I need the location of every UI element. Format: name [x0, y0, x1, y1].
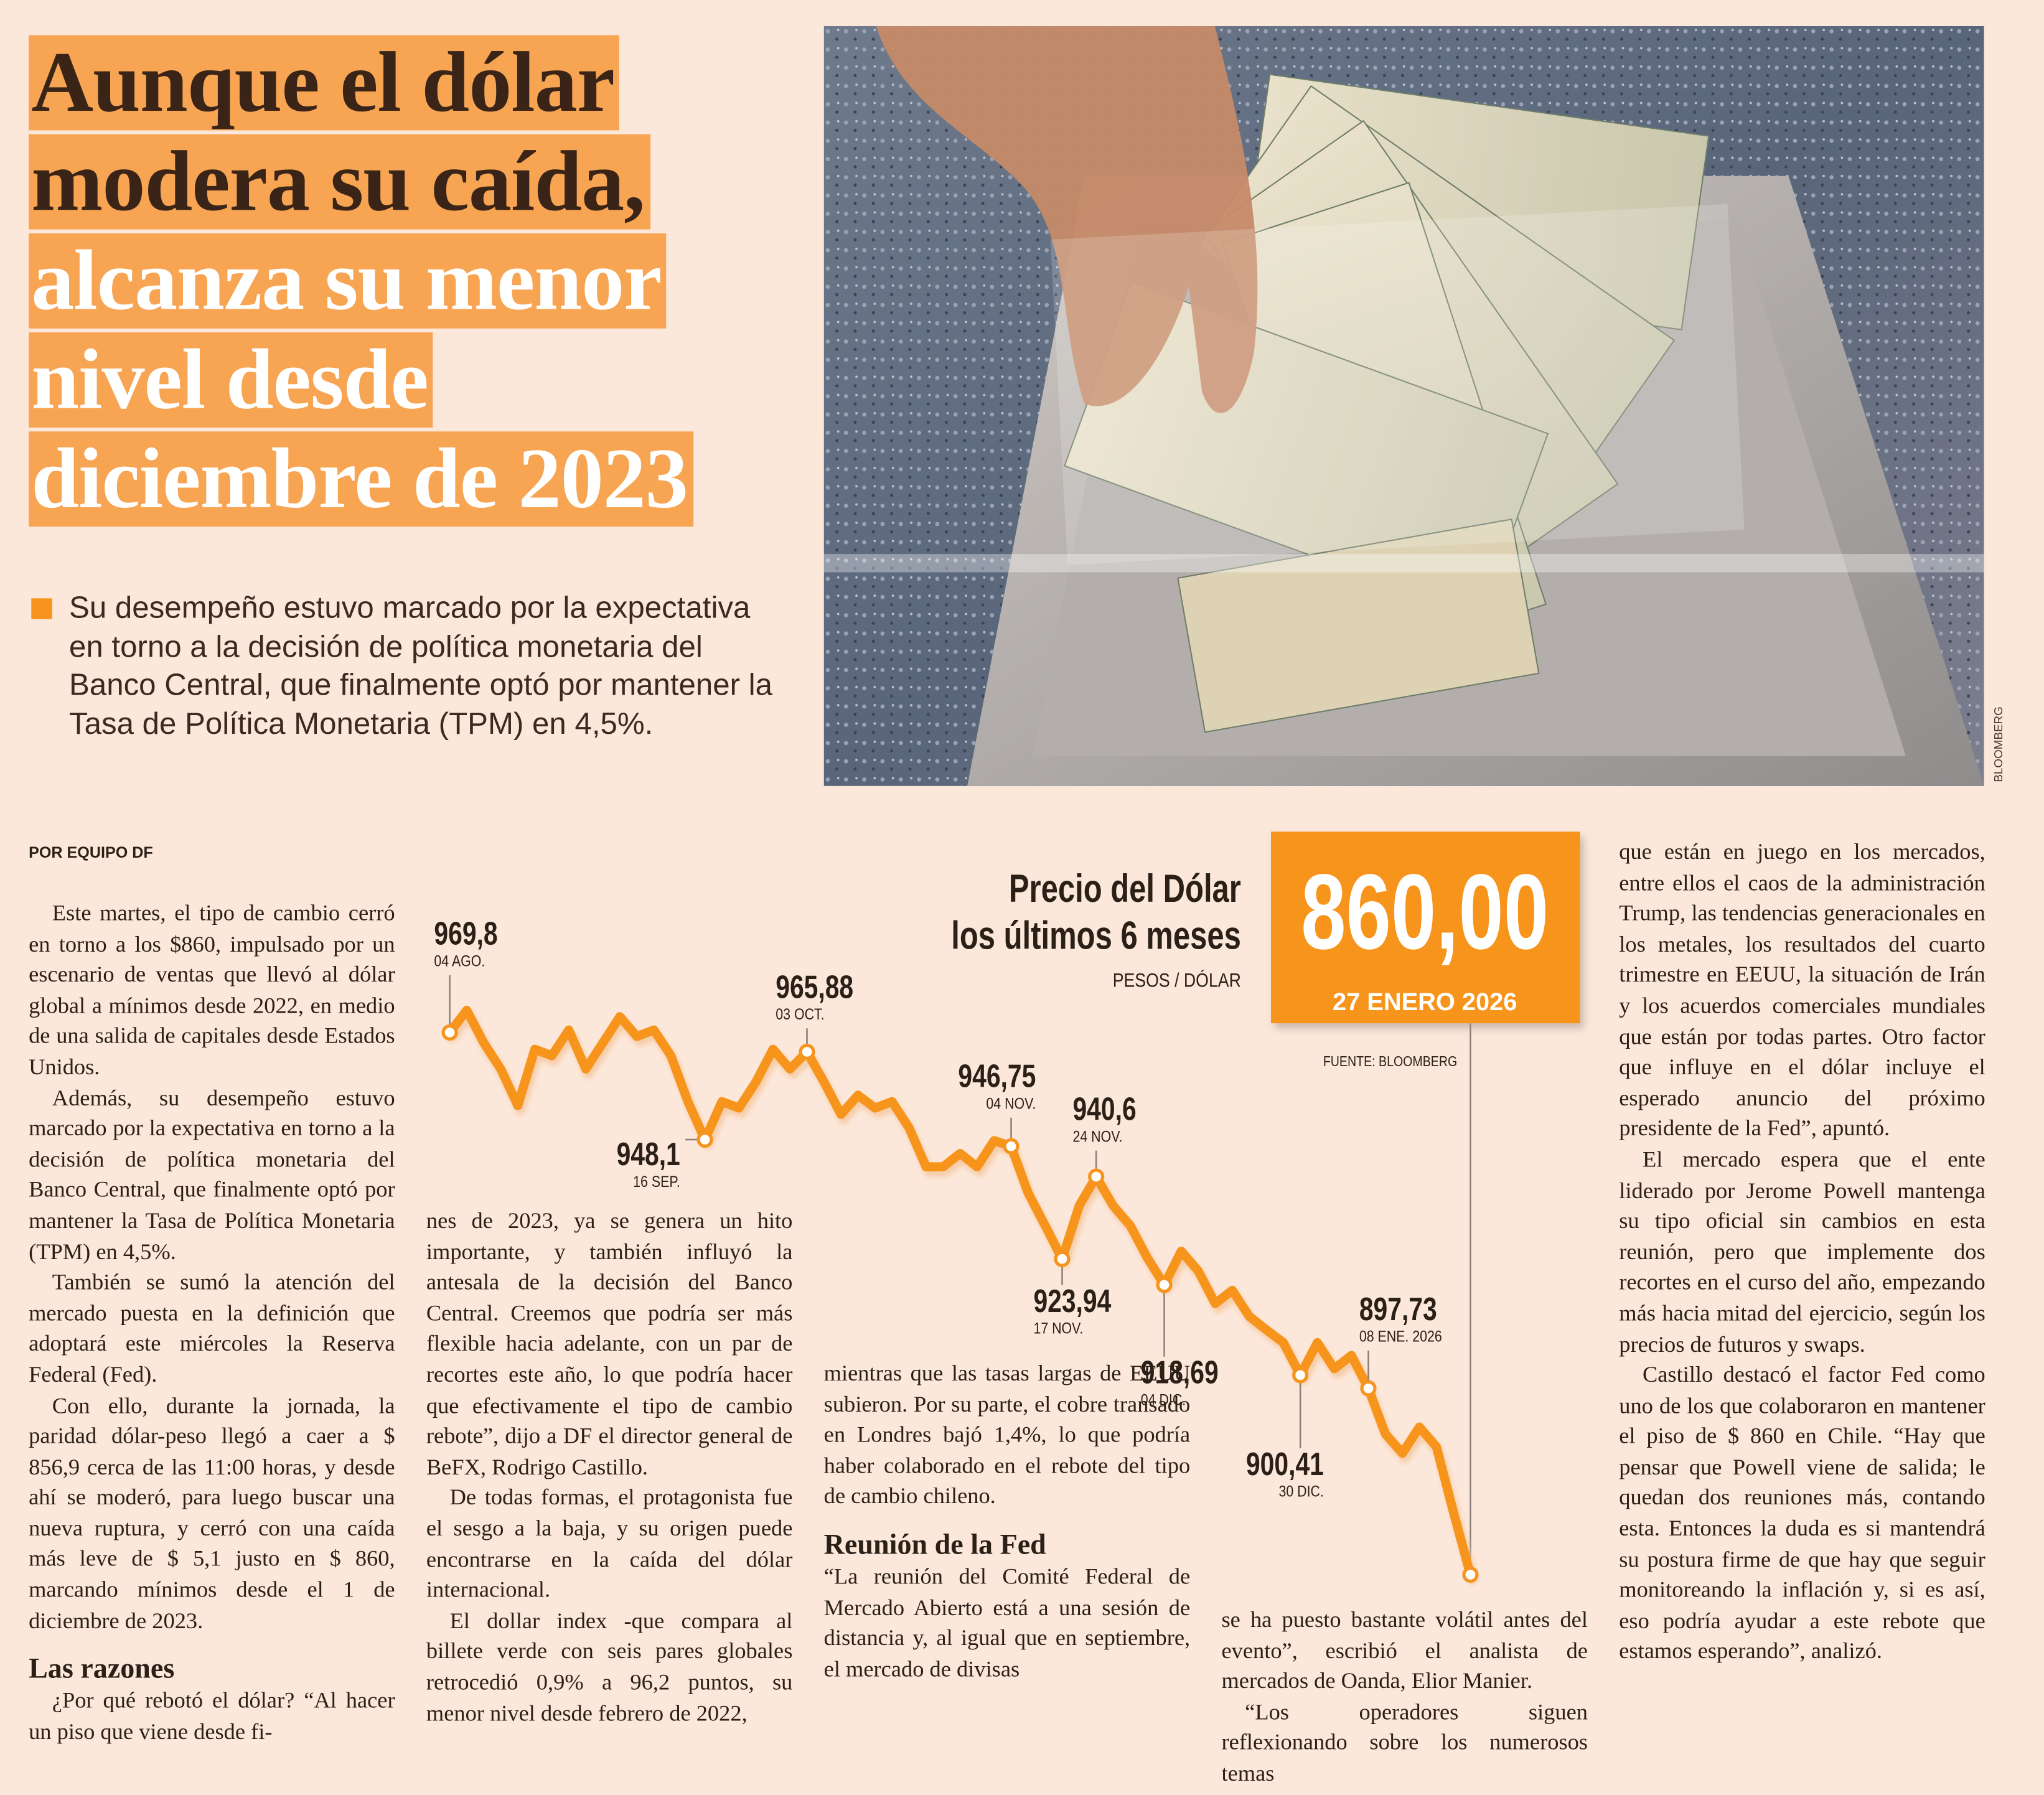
highlight-value: 860,00 — [1301, 853, 1549, 972]
date-label: 04 AGO. — [434, 952, 485, 970]
paragraph: que están en juego en los mercados, entr… — [1619, 838, 1985, 1141]
bills — [1063, 73, 1710, 733]
value-label: 940,6 — [1072, 1090, 1136, 1127]
value-label: 923,94 — [1033, 1282, 1111, 1319]
date-label: 08 ENE. 2026 — [1359, 1328, 1442, 1345]
headline-line: modera su caída, — [29, 134, 811, 235]
paragraph: Castillo destacó el factor Fed como uno … — [1619, 1361, 1985, 1664]
paragraph: Este martes, el tipo de cambio cerró en … — [29, 899, 395, 1080]
point-marker — [1003, 1138, 1020, 1155]
text-column: que están en juego en los mercados, entr… — [1619, 837, 1985, 1667]
headline: Aunque el dólar modera su caída, alcanza… — [29, 35, 811, 532]
deck: Su desempeño estuvo marcado por la expec… — [69, 590, 772, 741]
bill — [1177, 518, 1540, 733]
text-column: Este martes, el tipo de cambio cerró en … — [29, 898, 395, 1747]
paragraph: ¿Por qué rebotó el dólar? “Al hacer un p… — [29, 1687, 395, 1744]
glass-edge — [823, 554, 1984, 573]
paragraph: nes de 2023, ya se genera un hito import… — [426, 1207, 793, 1479]
value-label: 948,1 — [617, 1135, 680, 1172]
date-label: 16 SEP. — [633, 1173, 680, 1190]
paragraph: “La reunión del Comité Federal de Mercad… — [823, 1563, 1191, 1682]
text-column: nes de 2023, ya se genera un hito import… — [426, 1206, 793, 1728]
point-marker — [1462, 1566, 1479, 1583]
date-label: 24 NOV. — [1072, 1128, 1122, 1145]
highlight-box — [1271, 832, 1580, 1024]
paragraph: mientras que las tasas largas de EEUU su… — [823, 1359, 1191, 1509]
subhead: Las razones — [29, 1652, 175, 1685]
headline-text: alcanza su menor — [29, 233, 667, 329]
hand — [876, 26, 1258, 413]
point-marker — [441, 1024, 458, 1041]
photo-credit: BLOOMBERG — [1992, 706, 2005, 782]
headline-line: Aunque el dólar — [29, 35, 811, 136]
subhead: Reunión de la Fed — [823, 1527, 1046, 1560]
headline-text: modera su caída, — [29, 134, 650, 230]
paragraph: Además, su desempeño estuvo marcado por … — [29, 1084, 395, 1264]
value-label: 969,8 — [434, 915, 497, 952]
headline-text: diciembre de 2023 — [29, 431, 693, 527]
headline-line: nivel desde — [29, 332, 811, 433]
byline: POR EQUIPO DF — [29, 843, 153, 862]
chart-title: los últimos 6 meses — [951, 914, 1241, 957]
headline-line: diciembre de 2023 — [29, 431, 811, 532]
paragraph: De todas formas, el protagonista fue el … — [426, 1484, 793, 1603]
date-label: 17 NOV. — [1033, 1319, 1083, 1337]
headline-text: nivel desde — [29, 332, 434, 428]
paragraph: El mercado espera que el ente liderado p… — [1619, 1145, 1985, 1357]
point-marker — [799, 1043, 815, 1061]
headline-text: Aunque el dólar — [29, 35, 620, 131]
text-column: se ha puesto bastante volátil antes del … — [1221, 1605, 1588, 1789]
paragraph: También se sumó la atención del mercado … — [29, 1268, 395, 1387]
text-column: mientras que las tasas largas de EEUU su… — [824, 1358, 1191, 1684]
paragraph: El dollar index -que compara al billete … — [426, 1606, 793, 1725]
point-marker — [1360, 1380, 1377, 1397]
point-marker — [1156, 1277, 1173, 1293]
value-label: 900,41 — [1246, 1445, 1324, 1482]
photo — [823, 26, 1984, 786]
paragraph: Con ello, durante la jornada, la paridad… — [29, 1391, 395, 1633]
highlight-date: 27 ENERO 2026 — [1333, 988, 1517, 1016]
chart-source: FUENTE: BLOOMBERG — [1323, 1054, 1457, 1070]
chart-subtitle: PESOS / DÓLAR — [1113, 969, 1241, 991]
headline-line: alcanza su menor — [29, 233, 811, 334]
date-label: 30 DIC. — [1278, 1483, 1323, 1500]
glass-sheet — [1050, 204, 1745, 565]
point-marker — [1088, 1168, 1105, 1185]
date-label: 03 OCT. — [776, 1005, 824, 1023]
chart-title: Precio del Dólar — [1009, 866, 1241, 910]
paragraph: se ha puesto bastante volátil antes del … — [1221, 1606, 1588, 1694]
paragraph: “Los operadores siguen reflexionando sob… — [1221, 1698, 1588, 1786]
date-label: 04 NOV. — [986, 1095, 1036, 1112]
deck-bullet — [31, 598, 52, 619]
point-marker — [696, 1131, 713, 1148]
value-label: 965,88 — [776, 968, 853, 1005]
point-marker — [1054, 1250, 1071, 1267]
value-label: 897,73 — [1359, 1290, 1437, 1327]
point-marker — [1292, 1367, 1309, 1384]
value-label: 946,75 — [958, 1057, 1036, 1094]
